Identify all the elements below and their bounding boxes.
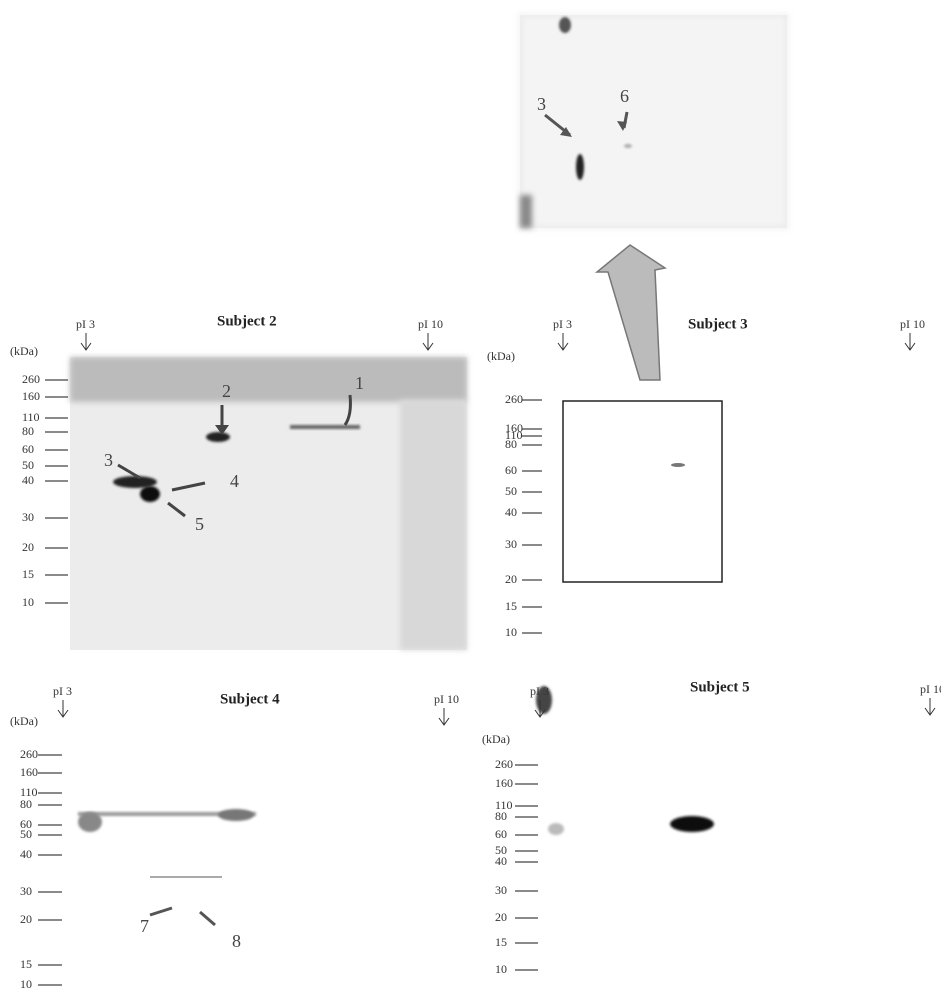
gel-subject-2: [70, 357, 467, 650]
spot-label: 4: [230, 471, 239, 491]
marker-label: 160: [22, 389, 40, 403]
spot-label: 3: [537, 94, 546, 114]
marker-label: 40: [495, 854, 507, 868]
marker-label: 20: [505, 572, 517, 586]
blot-subject-4: [78, 809, 256, 925]
unit-label: (kDa): [10, 344, 38, 358]
marker-label: 50: [505, 484, 517, 498]
pi-label: pI 3: [76, 317, 95, 331]
pointer-arrow: [597, 245, 665, 380]
marker-label: 50: [22, 458, 34, 472]
pi-label: pI 10: [920, 682, 941, 696]
marker-label: 10: [505, 625, 517, 639]
marker-label: 260: [495, 757, 513, 771]
marker-label: 80: [20, 797, 32, 811]
marker-label: 40: [22, 473, 34, 487]
panel-title: Subject 3: [688, 316, 748, 332]
marker-label: 10: [495, 962, 507, 976]
inset-blot: [520, 15, 787, 228]
marker-label: 20: [22, 540, 34, 554]
marker-label: 80: [22, 424, 34, 438]
pi-label: pI 10: [418, 317, 443, 331]
panel-title: Subject 2: [217, 313, 277, 329]
pi-label: pI 3: [53, 684, 72, 698]
pi-label: pI 10: [900, 317, 925, 331]
spot-label: 8: [232, 931, 241, 951]
marker-label: 260: [22, 372, 40, 386]
marker-label: 40: [20, 847, 32, 861]
spot-label: 3: [104, 450, 113, 470]
marker-label: 260: [505, 392, 523, 406]
marker-label: 60: [495, 827, 507, 841]
marker-label: 80: [495, 809, 507, 823]
unit-label: (kDa): [482, 732, 510, 746]
figure: Subject 2pI 3pI 10(kDa)26016011080605040…: [0, 0, 941, 997]
marker-label: 60: [505, 463, 517, 477]
spot-label: 2: [222, 381, 231, 401]
marker-label: 160: [495, 776, 513, 790]
pi-label: pI 3: [553, 317, 572, 331]
marker-label: 20: [20, 912, 32, 926]
marker-label: 260: [20, 747, 38, 761]
unit-label: (kDa): [10, 714, 38, 728]
marker-label: 10: [22, 595, 34, 609]
marker-label: 15: [495, 935, 507, 949]
marker-label: 60: [22, 442, 34, 456]
marker-label: 30: [22, 510, 34, 524]
marker-label: 50: [20, 827, 32, 841]
marker-label: 30: [495, 883, 507, 897]
marker-label: 80: [505, 437, 517, 451]
marker-label: 110: [22, 410, 40, 424]
pi-label: pI 10: [434, 692, 459, 706]
marker-label: 15: [20, 957, 32, 971]
marker-label: 10: [20, 977, 32, 991]
marker-label: 30: [20, 884, 32, 898]
blot-subject-5: [536, 686, 714, 835]
spot-label: 1: [355, 373, 364, 393]
marker-label: 40: [505, 505, 517, 519]
marker-label: 20: [495, 910, 507, 924]
blot-subject-3: [563, 401, 722, 582]
spot-label: 6: [620, 86, 629, 106]
marker-label: 30: [505, 537, 517, 551]
marker-label: 160: [20, 765, 38, 779]
spot-label: 7: [140, 916, 149, 936]
marker-label: 15: [22, 567, 34, 581]
unit-label: (kDa): [487, 349, 515, 363]
panel-title: Subject 4: [220, 691, 280, 707]
marker-label: 15: [505, 599, 517, 613]
panel-title: Subject 5: [690, 679, 750, 695]
pi-label: pI 3: [530, 684, 549, 698]
spot-label: 5: [195, 514, 204, 534]
